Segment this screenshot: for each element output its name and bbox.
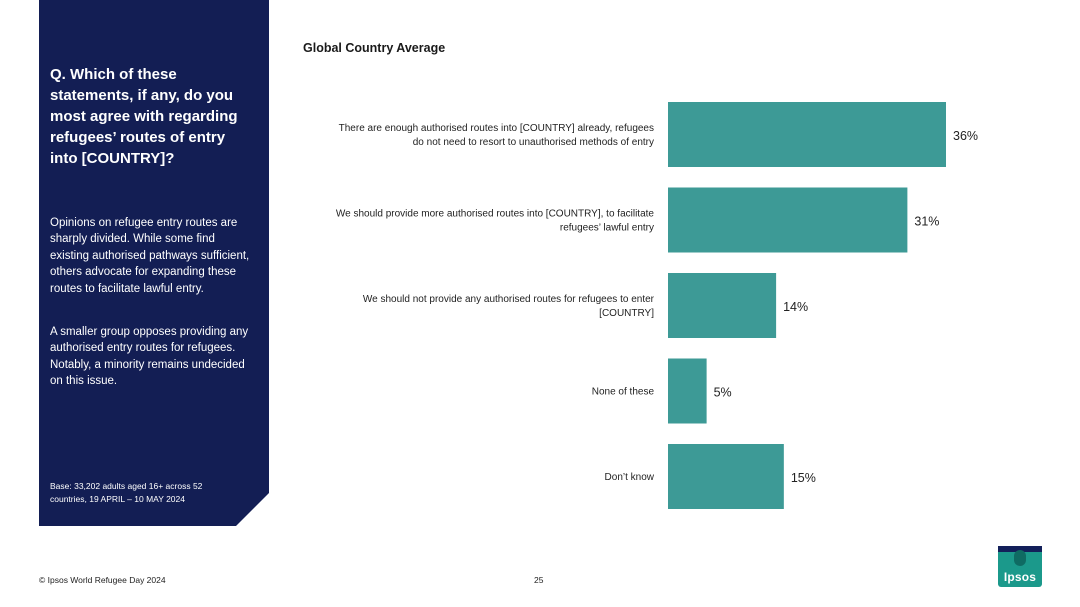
category-label-5: Don’t know	[605, 472, 655, 483]
category-label-2: We should provide more authorised routes…	[336, 209, 655, 234]
category-label-1: There are enough authorised routes into …	[339, 123, 654, 148]
base-note: Base: 33,202 adults aged 16+ across 52 c…	[50, 481, 203, 504]
summary-paragraph-2: A smaller group opposes providing any au…	[50, 326, 249, 388]
bar-1	[668, 102, 946, 167]
logo-band	[998, 546, 1042, 552]
value-label-3: 14%	[783, 300, 808, 314]
bar-5	[668, 444, 784, 509]
bar-3	[668, 273, 777, 338]
ipsos-logo: Ipsos	[998, 546, 1042, 587]
bar-4	[668, 358, 707, 424]
chart-title: Global Country Average	[303, 41, 446, 55]
page-number: 25	[534, 575, 544, 585]
summary-paragraph-1: Opinions on refugee entry routes are sha…	[50, 217, 250, 295]
question-panel: Q. Which of these statements, if any, do…	[39, 0, 269, 526]
value-label-5: 15%	[791, 471, 816, 485]
value-label-1: 36%	[953, 129, 978, 143]
category-label-3: We should not provide any authorised rou…	[363, 294, 655, 319]
category-label-4: None of these	[592, 387, 655, 398]
logo-mark-icon	[1014, 550, 1026, 566]
value-label-2: 31%	[914, 215, 939, 229]
footer-source: © Ipsos World Refugee Day 2024	[39, 575, 166, 585]
value-label-4: 5%	[714, 386, 732, 400]
question-text: Q. Which of these statements, if any, do…	[50, 66, 238, 167]
logo-text: Ipsos	[1003, 570, 1037, 584]
bar-2	[668, 187, 908, 253]
